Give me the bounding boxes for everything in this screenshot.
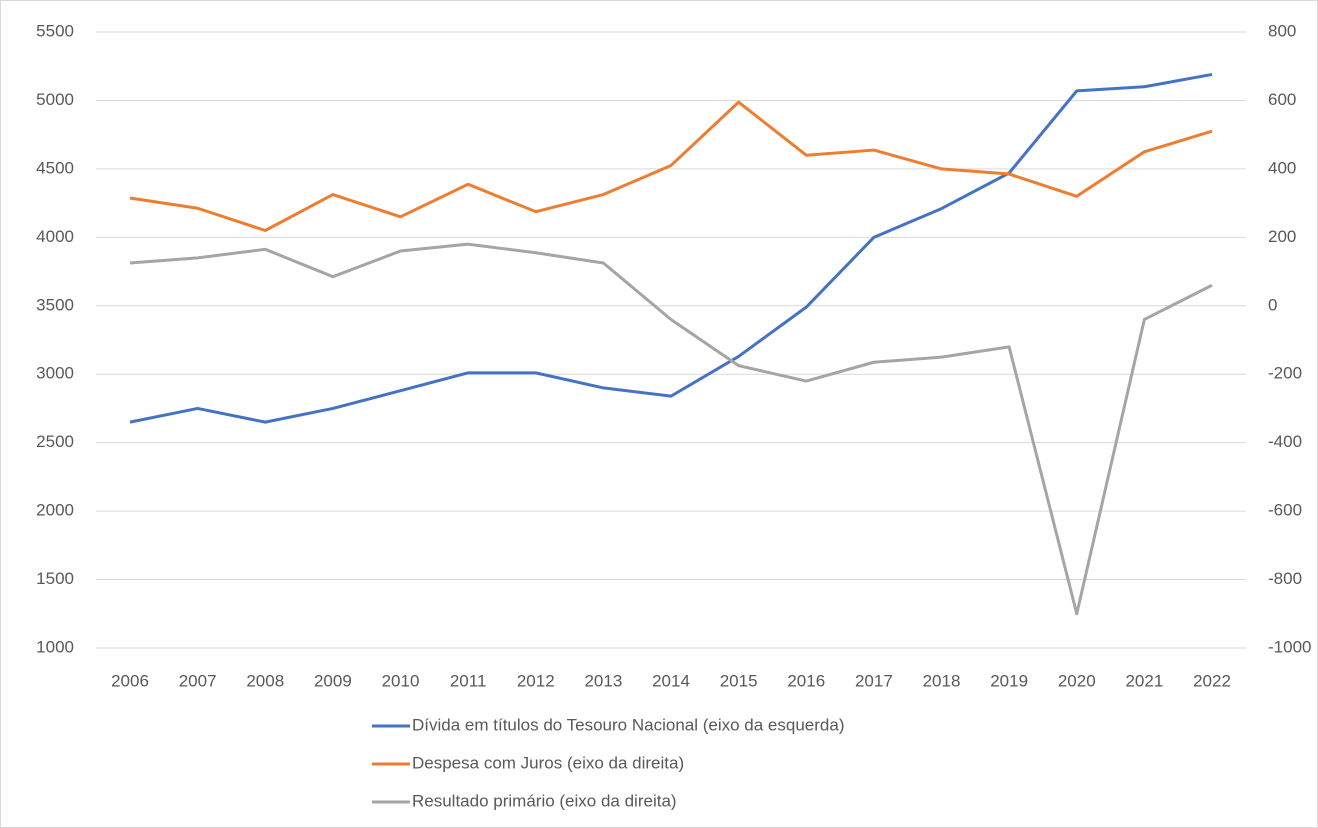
y-tick-label: 3500: [36, 295, 74, 314]
x-tick-label: 2021: [1125, 671, 1163, 690]
x-tick-label: 2018: [923, 671, 961, 690]
x-tick-label: 2008: [246, 671, 284, 690]
legend-label: Resultado primário (eixo da direita): [412, 791, 677, 810]
x-tick-label: 2020: [1058, 671, 1096, 690]
x-tick-label: 2009: [314, 671, 352, 690]
y2-tick-label: 600: [1268, 90, 1296, 109]
y2-tick-label: -800: [1268, 569, 1302, 588]
y-tick-label: 1000: [36, 637, 74, 656]
legend-label: Dívida em títulos do Tesouro Nacional (e…: [412, 715, 844, 734]
x-tick-label: 2016: [787, 671, 825, 690]
x-tick-label: 2022: [1193, 671, 1231, 690]
y2-tick-label: -200: [1268, 364, 1302, 383]
x-tick-label: 2010: [382, 671, 420, 690]
y2-tick-label: -600: [1268, 501, 1302, 520]
x-tick-label: 2007: [179, 671, 217, 690]
x-tick-label: 2014: [652, 671, 690, 690]
y-tick-label: 4000: [36, 227, 74, 246]
x-tick-label: 2015: [720, 671, 758, 690]
x-tick-label: 2013: [584, 671, 622, 690]
x-tick-label: 2019: [990, 671, 1028, 690]
series-line: [129, 242, 1213, 616]
y2-tick-label: -400: [1268, 432, 1302, 451]
x-tick-label: 2011: [450, 671, 487, 690]
y2-tick-label: 800: [1268, 21, 1296, 40]
x-tick-label: 2006: [111, 671, 149, 690]
x-tick-label: 2017: [855, 671, 893, 690]
y-tick-label: 2500: [36, 432, 74, 451]
x-tick-label: 2012: [517, 671, 555, 690]
y2-tick-label: -1000: [1268, 637, 1311, 656]
y-tick-label: 5500: [36, 21, 74, 40]
y2-tick-label: 0: [1268, 295, 1277, 314]
series-line: [129, 72, 1213, 424]
series-line: [129, 100, 1213, 232]
y-tick-label: 2000: [36, 501, 74, 520]
y2-tick-label: 200: [1268, 227, 1296, 246]
y-tick-label: 5000: [36, 90, 74, 109]
y-tick-label: 1500: [36, 569, 74, 588]
y-tick-label: 3000: [36, 364, 74, 383]
legend-label: Despesa com Juros (eixo da direita): [412, 753, 684, 772]
y2-tick-label: 400: [1268, 158, 1296, 177]
y-tick-label: 4500: [36, 158, 74, 177]
